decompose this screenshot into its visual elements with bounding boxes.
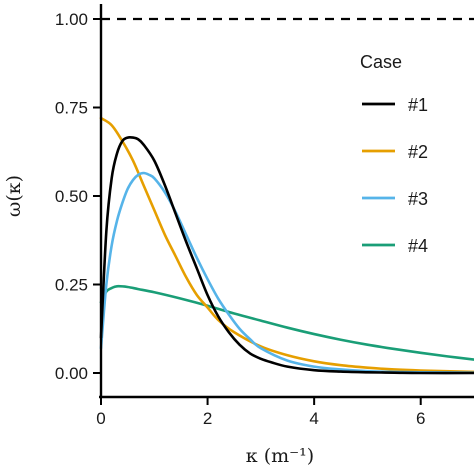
x-tick-label: 2: [203, 409, 212, 428]
y-tick-label: 1.00: [55, 10, 88, 29]
axes-layer: [99, 4, 474, 399]
x-axis-title: κ (m⁻¹): [246, 445, 314, 467]
legend-title: Case: [360, 52, 402, 72]
tick-layer: 0.00 0.25 0.50 0.75 1.00 0 2 4 6: [55, 10, 426, 428]
series-line-2: [99, 116, 474, 374]
legend-label: #1: [408, 95, 428, 115]
series-line-3: [99, 171, 474, 374]
y-tick-label: 0.00: [55, 364, 88, 383]
legend: Case #1 #2 #3 #4: [360, 52, 428, 256]
series-line-1: [99, 135, 474, 375]
y-tick-label: 0.75: [55, 99, 88, 118]
legend-label: #2: [408, 142, 428, 162]
x-tick-label: 6: [416, 409, 425, 428]
legend-label: #3: [408, 189, 428, 209]
y-tick-label: 0.25: [55, 276, 88, 295]
x-tick-label: 4: [309, 409, 318, 428]
legend-items: #1 #2 #3 #4: [362, 95, 428, 256]
y-tick-label: 0.50: [55, 187, 88, 206]
y-axis-title: ω(κ): [3, 175, 25, 217]
series-line-4: [99, 284, 474, 361]
series-layer: [99, 116, 474, 375]
legend-label: #4: [408, 236, 428, 256]
x-tick-label: 0: [96, 409, 105, 428]
